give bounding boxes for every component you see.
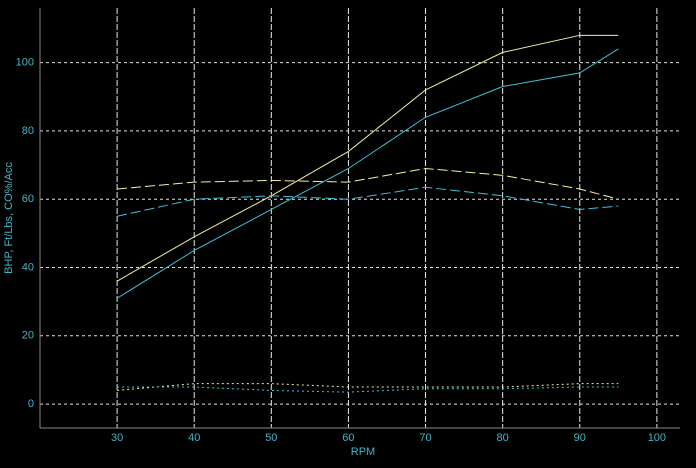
x-tick-label: 100 (648, 432, 666, 444)
x-tick-label: 70 (419, 432, 431, 444)
x-tick-label: 90 (574, 432, 586, 444)
series-line (116, 48, 619, 299)
y-axis-label: BHP, Ft/Lbs, CO%/Acc (3, 162, 15, 274)
y-tick-label: 40 (22, 261, 34, 273)
series-line (117, 386, 619, 393)
x-tick-label: 60 (342, 432, 354, 444)
series-line (116, 34, 619, 282)
x-tick-label: 30 (111, 432, 123, 444)
y-tick-label: 0 (28, 398, 34, 410)
x-tick-label: 80 (497, 432, 509, 444)
y-tick-label: 20 (22, 330, 34, 342)
x-axis-label: RPM (351, 446, 375, 458)
series-line (117, 167, 619, 200)
y-tick-label: 80 (22, 125, 34, 137)
series-line (116, 186, 619, 217)
y-tick-label: 60 (22, 193, 34, 205)
x-tick-label: 50 (265, 432, 277, 444)
y-tick-label: 100 (16, 57, 34, 69)
series-line (117, 383, 619, 391)
x-tick-label: 40 (188, 432, 200, 444)
